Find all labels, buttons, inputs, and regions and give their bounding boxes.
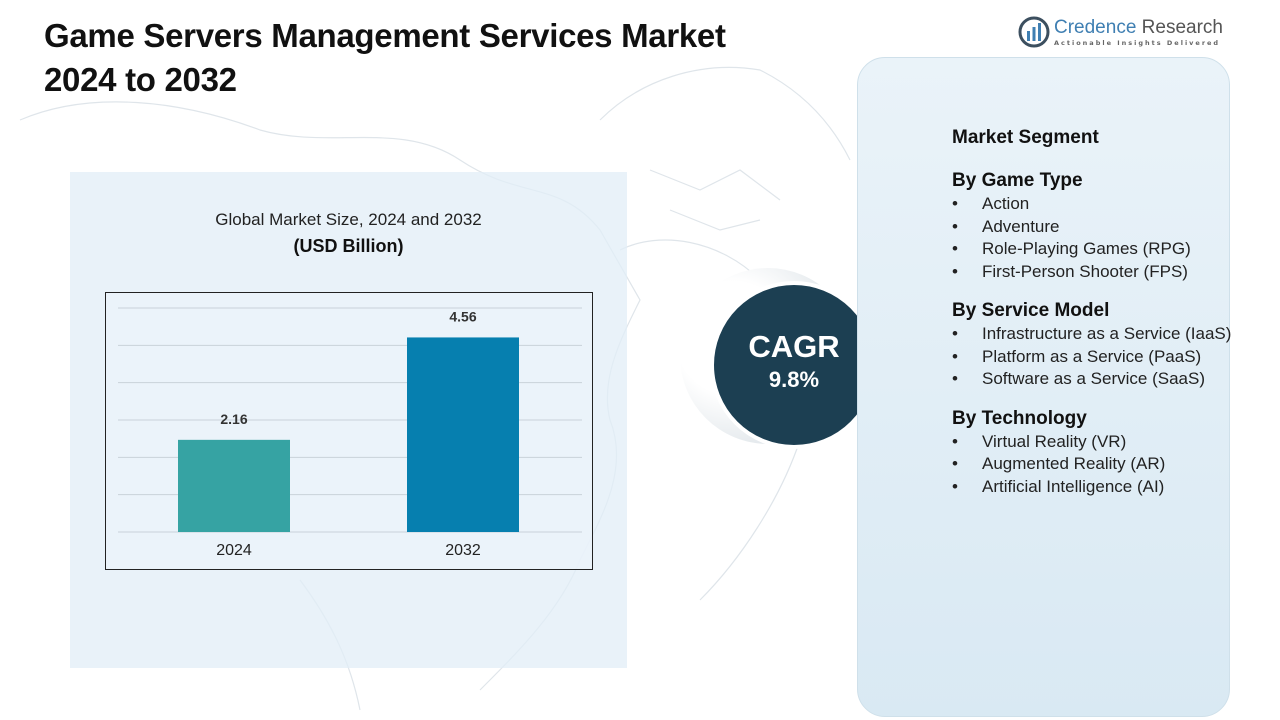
segment-item-label: Role-Playing Games (RPG) [982, 239, 1191, 258]
bullet-icon: • [952, 454, 958, 473]
logo-name: Credence [1054, 17, 1137, 38]
chart-title: Global Market Size, 2024 and 2032 [215, 210, 482, 229]
segment-item: • First-Person Shooter (FPS) [952, 261, 1242, 284]
bar-2032 [407, 337, 519, 532]
segment-item-label: Adventure [982, 216, 1060, 236]
segment-item: • Action [952, 193, 1242, 216]
x-tick-label: 2024 [216, 542, 252, 559]
segment-item-label: Software as a Service (SaaS) [982, 369, 1205, 388]
segment-group-title: By Game Type [952, 170, 1083, 191]
bullet-icon: • [952, 476, 958, 496]
credence-research-logo: Credence Research Actionable Insights De… [1018, 16, 1223, 48]
market-segment-list: Market Segment By Game Type • Action • Adven… [952, 127, 1242, 514]
bar-chart-svg: 2.16 2024 4.56 2032 [118, 307, 582, 559]
page-title: Game Servers Management Services Market … [44, 14, 726, 102]
segment-item-label: Infrastructure as a Service (IaaS) [982, 324, 1232, 343]
x-tick-label: 2032 [445, 542, 481, 559]
segment-item-label: Platform as a Service (PaaS) [982, 346, 1202, 366]
segment-item: • Role-Playing Games (RPG) [952, 238, 1242, 261]
data-label: 2.16 [220, 411, 247, 427]
segment-item: • Platform as a Service (PaaS) [952, 346, 1242, 369]
bullet-icon: • [952, 216, 958, 236]
segment-group: By Service Model • Infrastructure as a Ser… [952, 299, 1242, 391]
logo-name-2: Research [1136, 17, 1223, 38]
cagr-value: 9.8% [768, 367, 820, 392]
segment-item: • Software as a Service (SaaS) [952, 368, 1242, 391]
segment-item-label: Artificial Intelligence (AI) [982, 476, 1165, 496]
bar-2024 [178, 439, 290, 532]
segment-item: • Virtual Reality (VR) [952, 431, 1242, 454]
title-line-2: 2024 to 2032 [44, 61, 237, 98]
segment-heading: Market Segment [952, 127, 1099, 148]
bullet-icon: • [952, 324, 958, 343]
chart-unit-label: (USD Billion) [293, 236, 404, 256]
segment-group-title: By Technology [952, 407, 1087, 429]
data-label: 4.56 [449, 308, 476, 324]
segment-group: By Technology • Virtual Reality (VR) • Augme… [952, 407, 1242, 499]
segment-group: By Game Type • Action • Adventure • Role-Playi… [952, 169, 1242, 283]
segment-item-label: Augmented Reality (AR) [982, 454, 1166, 473]
cagr-label: CAGR [748, 329, 840, 364]
title-line-1: Game Servers Management Services Market [44, 17, 726, 54]
segment-group-title: By Service Model [952, 300, 1110, 321]
segment-item: • Adventure [952, 216, 1242, 239]
bullet-icon: • [952, 431, 958, 451]
segment-item: • Augmented Reality (AR) [952, 453, 1242, 476]
bullet-icon: • [952, 261, 958, 281]
market-segment-panel [857, 57, 1230, 717]
bullet-icon: • [952, 369, 958, 388]
segment-item: • Infrastructure as a Service (IaaS) [952, 323, 1242, 346]
bullet-icon: • [952, 346, 958, 366]
segment-item-label: First-Person Shooter (FPS) [982, 261, 1188, 281]
bullet-icon: • [952, 239, 958, 258]
logo-tagline: Actionable Insights Delivered [1054, 39, 1221, 47]
bullet-icon: • [952, 194, 958, 213]
segment-item: • Artificial Intelligence (AI) [952, 476, 1242, 499]
segment-item-label: Action [982, 194, 1030, 213]
bar-chart: 2.16 2024 4.56 2032 [105, 292, 593, 570]
cagr-badge: CAGR 9.8% [710, 281, 878, 449]
logo-chart-icon [1018, 16, 1050, 48]
segment-item-label: Virtual Reality (VR) [982, 431, 1127, 451]
